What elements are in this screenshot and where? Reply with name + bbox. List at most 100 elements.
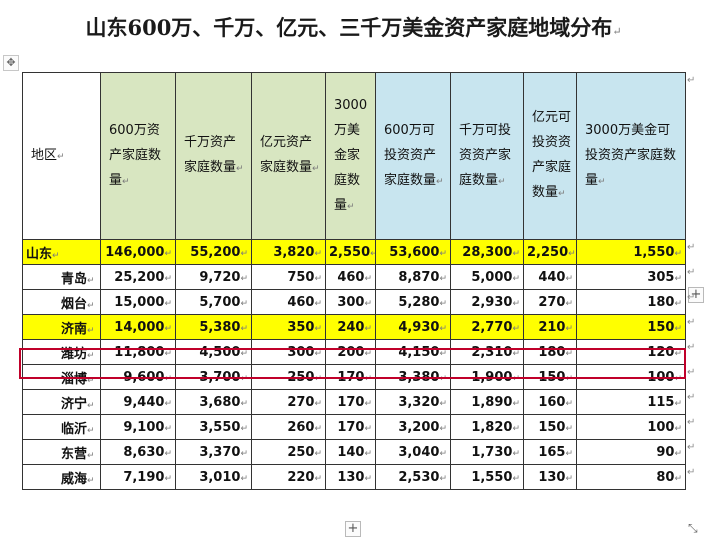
value-cell: 460↵ [251,289,326,315]
row-end-mark-icon: ↵ [687,316,696,328]
region-cell: 东营↵ [22,439,101,465]
value-cell: 250↵ [251,364,326,390]
value-cell: 3,010↵ [175,464,252,490]
table-resize-icon[interactable]: ⤡ [688,521,698,535]
value-cell: 210↵ [523,314,577,340]
value-cell: 1,890↵ [450,389,524,415]
value-cell: 305↵ [576,264,686,290]
value-cell: 150↵ [523,364,577,390]
value-cell: 4,500↵ [175,339,252,365]
value-cell: 5,000↵ [450,264,524,290]
row-end-mark-icon: ↵ [687,416,696,428]
region-cell: 济宁↵ [22,389,101,415]
table-header-row: 地区↵ 600万资产家庭数量↵ 千万资产家庭数量↵ 亿元资产家庭数量↵ 3000… [22,72,686,240]
table-row: 青岛↵ 25,200↵ 9,720↵ 750↵ 460↵ 8,870↵ 5,000↵ 440↵… [22,264,686,290]
value-cell: 750↵ [251,264,326,290]
row-end-mark-icon: ↵ [687,341,696,353]
header-col-3: 亿元资产家庭数量↵ [251,72,326,240]
value-cell: 180↵ [576,289,686,315]
region-cell: 青岛↵ [22,264,101,290]
value-cell: 8,630↵ [100,439,176,465]
value-cell: 3,700↵ [175,364,252,390]
value-cell: 100↵ [576,364,686,390]
row-end-mark-icon: ↵ [687,441,696,453]
table-move-handle-icon[interactable]: ✥ [3,55,19,71]
value-cell: 130↵ [523,464,577,490]
page-title: 山东600万、千万、亿元、三千万美金资产家庭地域分布↵ [85,15,622,40]
row-end-mark-icon: ↵ [687,266,696,278]
region-cell: 烟台↵ [22,289,101,315]
value-cell: 150↵ [523,414,577,440]
value-cell: 260↵ [251,414,326,440]
add-column-plus-icon[interactable]: + [688,287,704,303]
value-cell: 7,190↵ [100,464,176,490]
value-cell: 1,550↵ [450,464,524,490]
value-cell: 100↵ [576,414,686,440]
row-end-mark-icon: ↵ [687,391,696,403]
value-cell: 25,200↵ [100,264,176,290]
table-row: 济南↵ 14,000↵ 5,380↵ 350↵ 240↵ 4,930↵ 2,770↵ 210↵… [22,314,686,340]
region-cell: 威海↵ [22,464,101,490]
value-cell: 8,870↵ [375,264,451,290]
value-cell: 300↵ [325,289,376,315]
value-cell: 140↵ [325,439,376,465]
value-cell: 1,550↵ [576,239,686,265]
value-cell: 170↵ [325,414,376,440]
value-cell: 130↵ [325,464,376,490]
header-col-8: 3000万美金可投资资产家庭数量↵ [576,72,686,240]
value-cell: 115↵ [576,389,686,415]
value-cell: 11,800↵ [100,339,176,365]
value-cell: 2,930↵ [450,289,524,315]
value-cell: 180↵ [523,339,577,365]
value-cell: 240↵ [325,314,376,340]
row-end-mark-icon: ↵ [687,241,696,253]
row-end-mark-icon: ↵ [687,466,696,478]
value-cell: 170↵ [325,364,376,390]
region-cell: 济南↵ [22,314,101,340]
value-cell: 15,000↵ [100,289,176,315]
value-cell: 5,700↵ [175,289,252,315]
value-cell: 165↵ [523,439,577,465]
value-cell: 53,600↵ [375,239,451,265]
row-end-mark-icon: ↵ [687,291,696,303]
add-row-plus-icon[interactable]: + [345,521,361,537]
value-cell: 170↵ [325,389,376,415]
value-cell: 120↵ [576,339,686,365]
value-cell: 1,730↵ [450,439,524,465]
row-end-mark-icon: ↵ [687,74,696,86]
value-cell: 9,100↵ [100,414,176,440]
value-cell: 3,040↵ [375,439,451,465]
wealth-distribution-table: 地区↵ 600万资产家庭数量↵ 千万资产家庭数量↵ 亿元资产家庭数量↵ 3000… [22,72,686,490]
value-cell: 2,310↵ [450,339,524,365]
table-row: 山东↵146,000↵55,200↵3,820↵2,550↵53,600↵28,… [22,239,686,265]
value-cell: 1,900↵ [450,364,524,390]
value-cell: 3,550↵ [175,414,252,440]
value-cell: 160↵ [523,389,577,415]
header-col-2: 千万资产家庭数量↵ [175,72,252,240]
value-cell: 3,320↵ [375,389,451,415]
paragraph-mark-icon: ↵ [612,25,622,38]
table-row: 淄博↵ 9,600↵ 3,700↵ 250↵ 170↵ 3,380↵ 1,900↵ 150↵ 1… [22,364,686,390]
value-cell: 3,380↵ [375,364,451,390]
header-col-1: 600万资产家庭数量↵ [100,72,176,240]
header-col-4: 3000万美金家庭数量↵ [325,72,376,240]
value-cell: 55,200↵ [175,239,252,265]
value-cell: 3,680↵ [175,389,252,415]
value-cell: 9,720↵ [175,264,252,290]
value-cell: 3,200↵ [375,414,451,440]
region-cell: 山东↵ [22,239,101,265]
value-cell: 4,150↵ [375,339,451,365]
value-cell: 220↵ [251,464,326,490]
value-cell: 5,280↵ [375,289,451,315]
value-cell: 2,550↵ [325,239,376,265]
value-cell: 3,820↵ [251,239,326,265]
value-cell: 9,600↵ [100,364,176,390]
region-cell: 淄博↵ [22,364,101,390]
value-cell: 146,000↵ [100,239,176,265]
region-cell: 临沂↵ [22,414,101,440]
value-cell: 14,000↵ [100,314,176,340]
region-cell: 潍坊↵ [22,339,101,365]
table-row: 威海↵ 7,190↵ 3,010↵ 220↵ 130↵ 2,530↵ 1,550↵ 130↵ 8… [22,464,686,490]
value-cell: 80↵ [576,464,686,490]
value-cell: 3,370↵ [175,439,252,465]
